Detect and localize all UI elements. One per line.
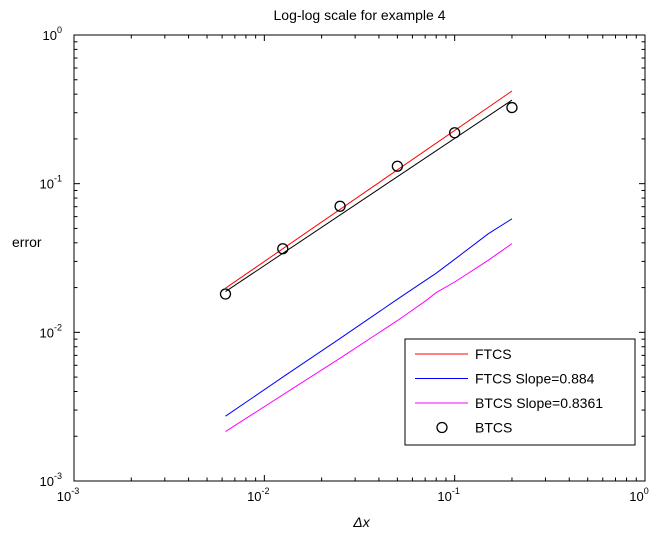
legend-box [404, 338, 636, 446]
series-line-btcs-slope-0-8361 [225, 243, 513, 433]
y-tick-label: 10-3 [40, 471, 62, 489]
x-tick-label: 100 [629, 486, 648, 504]
tick-marks [73, 34, 646, 482]
chart-title: Log-log scale for example 4 [274, 7, 446, 23]
legend-label-ftcs-slope-0-884: FTCS Slope=0.884 [475, 371, 595, 387]
data-point-btcs [334, 200, 346, 212]
series-line-ftcs [225, 90, 513, 289]
y-tick-label: 10-1 [40, 174, 62, 192]
x-tick-label: 10-2 [247, 486, 269, 504]
x-tick-label: 10-1 [437, 486, 459, 504]
legend-label-btcs-slope-0-8361: BTCS Slope=0.8361 [475, 395, 603, 411]
x-tick-labels: 10-3 10-2 10-1 100 [57, 486, 649, 504]
data-point-btcs [391, 160, 404, 172]
y-tick-label: 10-2 [40, 322, 62, 340]
legend-marker-btcs [436, 421, 448, 434]
series-layer [219, 90, 518, 433]
legend-label-btcs: BTCS [475, 420, 512, 436]
data-point-btcs [506, 101, 518, 114]
series-line-ftcs-slope-0-884 [225, 218, 513, 417]
y-tick-label: 100 [43, 25, 62, 43]
x-tick-label: 10-3 [57, 486, 79, 504]
data-point-btcs [219, 288, 232, 300]
y-axis-label: error [12, 234, 42, 250]
series-line-fit-line-4 [225, 99, 513, 293]
legend-label-ftcs: FTCS [475, 346, 512, 362]
x-axis-label: Δx [352, 514, 370, 530]
data-point-btcs [449, 127, 461, 139]
y-tick-labels: 10-3 10-2 10-1 100 [40, 25, 62, 489]
legend: FTCS FTCS Slope=0.884 BTCS Slope=0.8361 BTC… [404, 338, 636, 446]
